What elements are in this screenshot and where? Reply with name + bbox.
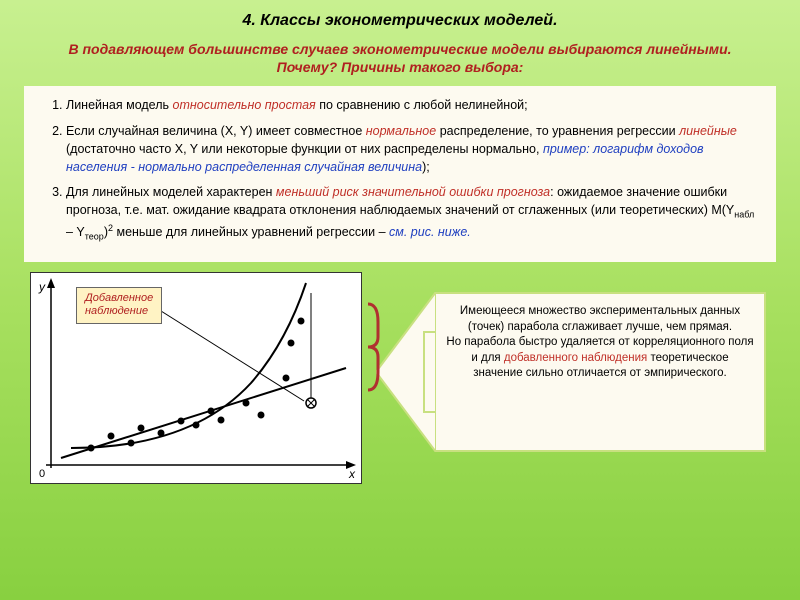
data-point (283, 375, 290, 382)
data-point (178, 418, 185, 425)
brace-icon (364, 302, 384, 392)
data-point (258, 412, 265, 419)
added-observation-note: Добавленное наблюдение (76, 287, 162, 323)
reasons-panel: Линейная модель относительно простая по … (24, 86, 776, 262)
subscript: набл (734, 210, 754, 220)
emphasis-red: линейные (679, 124, 737, 138)
regression-line (61, 368, 346, 458)
note-line: наблюдение (85, 305, 148, 317)
text: Линейная модель (66, 98, 173, 112)
subscript: теор (85, 231, 104, 241)
page-subtitle: В подавляющем большинстве случаев эконом… (0, 34, 800, 86)
note-pointer (161, 311, 304, 401)
text: Для линейных моделей характерен (66, 185, 276, 199)
text: распределение, то уравнения регрессии (436, 124, 679, 138)
data-point (138, 425, 145, 432)
origin-label: 0 (39, 468, 45, 480)
data-point (218, 417, 225, 424)
data-point (298, 318, 305, 325)
list-item: Линейная модель относительно простая по … (66, 96, 758, 114)
text: Если случайная величина (X, Y) имеет сов… (66, 124, 366, 138)
emphasis-red: нормальное (366, 124, 436, 138)
y-axis-arrow (47, 278, 55, 288)
x-axis-label: x (348, 467, 356, 481)
lower-region: y x 0 Добавленное наблюдение (0, 272, 800, 502)
data-point (108, 433, 115, 440)
emphasis-red: добавленного наблюдения (504, 352, 647, 364)
explanation-p1: Имеющееся множество экспериментальных да… (460, 305, 740, 333)
text: (достаточно часто X, Y или некоторые фун… (66, 142, 543, 156)
data-point (158, 430, 165, 437)
list-item: Если случайная величина (X, Y) имеет сов… (66, 122, 758, 176)
list-item: Для линейных моделей характерен меньший … (66, 183, 758, 243)
text: – Y (66, 225, 85, 239)
text: по сравнению с любой нелинейной; (316, 98, 528, 112)
emphasis-red: меньший риск значительной ошибки прогноз… (276, 185, 550, 199)
data-point (288, 340, 295, 347)
text: ); (422, 160, 430, 174)
chart-box: y x 0 Добавленное наблюдение (30, 272, 362, 484)
data-point (88, 445, 95, 452)
data-point (193, 422, 200, 429)
emphasis-blue: см. рис. ниже. (389, 225, 471, 239)
reasons-list: Линейная модель относительно простая по … (42, 96, 758, 243)
text: меньше для линейных уравнений регрессии … (113, 225, 389, 239)
data-point (208, 408, 215, 415)
added-observation-marker (306, 293, 316, 408)
explanation-arrow: Имеющееся множество экспериментальных да… (388, 292, 778, 452)
page-title: 4. Классы эконометрических моделей. (0, 0, 800, 34)
note-line: Добавленное (85, 292, 153, 304)
explanation-text: Имеющееся множество экспериментальных да… (436, 292, 766, 452)
y-axis-label: y (38, 280, 46, 294)
data-point (243, 400, 250, 407)
data-point (128, 440, 135, 447)
data-points (88, 318, 305, 452)
emphasis-red: относительно простая (173, 98, 316, 112)
arrow-head-icon (376, 292, 436, 452)
